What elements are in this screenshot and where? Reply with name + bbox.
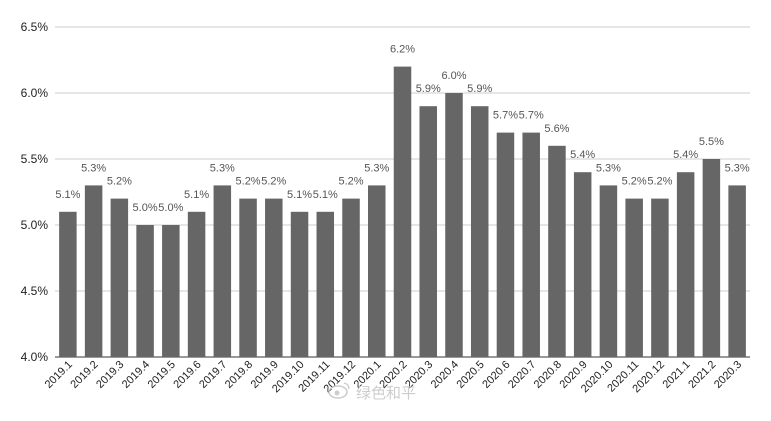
data-label: 5.9% bbox=[416, 83, 441, 95]
bar bbox=[702, 159, 721, 357]
data-label: 5.3% bbox=[364, 162, 389, 174]
y-tick-label: 4.5% bbox=[21, 284, 49, 298]
bar bbox=[445, 93, 463, 357]
watermark: 绿色和平 bbox=[328, 382, 416, 402]
bar bbox=[496, 132, 515, 357]
data-label: 5.5% bbox=[699, 136, 724, 148]
bar bbox=[548, 145, 566, 357]
data-label: 5.2% bbox=[107, 176, 132, 188]
bar bbox=[728, 185, 746, 357]
data-label: 6.0% bbox=[441, 70, 466, 82]
data-label: 5.7% bbox=[493, 110, 518, 122]
data-label: 5.3% bbox=[81, 162, 106, 174]
bar bbox=[265, 198, 283, 357]
bar bbox=[625, 198, 643, 357]
x-tick-label: 2019.3 bbox=[94, 359, 126, 391]
x-tick-label: 2020.4 bbox=[429, 359, 461, 391]
bar bbox=[213, 185, 232, 357]
bar bbox=[187, 211, 206, 357]
bar bbox=[239, 198, 257, 357]
data-label: 5.2% bbox=[236, 176, 261, 188]
bar bbox=[162, 225, 180, 357]
x-tick-label: 2020.8 bbox=[532, 359, 564, 391]
x-tick-label: 2021.2 bbox=[686, 359, 718, 391]
bar bbox=[342, 198, 360, 357]
data-label: 5.2% bbox=[647, 176, 672, 188]
data-label: 5.2% bbox=[338, 176, 363, 188]
bar bbox=[368, 185, 386, 357]
weibo-logo-icon bbox=[328, 382, 350, 399]
data-labels: 5.1%5.3%5.2%5.0% 5.0%5.1%5.3%5.2% 5.2%5.1%… bbox=[55, 44, 750, 214]
x-tick-label: 2020.6 bbox=[480, 359, 512, 391]
bar bbox=[522, 132, 540, 357]
bar bbox=[110, 198, 129, 357]
bar bbox=[84, 185, 103, 357]
y-tick-label: 6.0% bbox=[21, 86, 49, 100]
x-tick-label: 2020.5 bbox=[455, 359, 487, 391]
data-label: 5.1% bbox=[55, 189, 80, 201]
x-tick-label: 2019.5 bbox=[146, 359, 178, 391]
watermark-text: 绿色和平 bbox=[356, 385, 416, 402]
data-label: 5.3% bbox=[725, 162, 750, 174]
bar bbox=[651, 198, 669, 357]
data-label: 5.3% bbox=[210, 162, 235, 174]
data-label: 5.1% bbox=[287, 189, 312, 201]
x-tick-label: 2019.7 bbox=[197, 359, 229, 391]
bar bbox=[290, 211, 309, 357]
y-tick-label: 5.5% bbox=[21, 152, 49, 166]
data-label: 5.6% bbox=[544, 123, 569, 135]
data-label: 5.9% bbox=[467, 83, 492, 95]
y-tick-label: 5.0% bbox=[21, 218, 49, 232]
x-tick-label: 2020.3 bbox=[712, 359, 744, 391]
bar bbox=[573, 172, 592, 357]
bar bbox=[419, 106, 437, 357]
x-tick-label: 2019.8 bbox=[223, 359, 255, 391]
bar bbox=[393, 66, 412, 357]
data-label: 5.4% bbox=[570, 149, 595, 161]
data-label: 5.1% bbox=[313, 189, 338, 201]
bar bbox=[316, 211, 335, 357]
bars bbox=[59, 66, 746, 357]
data-label: 5.7% bbox=[519, 110, 544, 122]
y-tick-label: 4.0% bbox=[21, 350, 49, 364]
data-label: 5.2% bbox=[622, 176, 647, 188]
bar bbox=[470, 106, 489, 357]
data-label: 5.2% bbox=[261, 176, 286, 188]
bar bbox=[599, 185, 618, 357]
data-label: 6.2% bbox=[390, 44, 415, 56]
y-tick-label: 6.5% bbox=[21, 20, 49, 34]
x-tick-label: 2019.6 bbox=[171, 359, 203, 391]
data-label: 5.3% bbox=[596, 162, 621, 174]
x-tick-label: 2019.2 bbox=[68, 359, 100, 391]
bar bbox=[676, 172, 695, 357]
data-label: 5.0% bbox=[133, 202, 158, 214]
data-label: 5.0% bbox=[158, 202, 183, 214]
data-label: 5.1% bbox=[184, 189, 209, 201]
bar bbox=[59, 211, 77, 357]
data-label: 5.4% bbox=[673, 149, 698, 161]
x-tick-label: 2021.1 bbox=[660, 359, 692, 391]
x-tick-label: 2019.4 bbox=[120, 359, 152, 391]
bar bbox=[136, 225, 154, 357]
y-axis: 4.0% 4.5% 5.0% 5.5% 6.0% 6.5% bbox=[21, 20, 49, 364]
x-tick-label: 2020.7 bbox=[506, 359, 538, 391]
